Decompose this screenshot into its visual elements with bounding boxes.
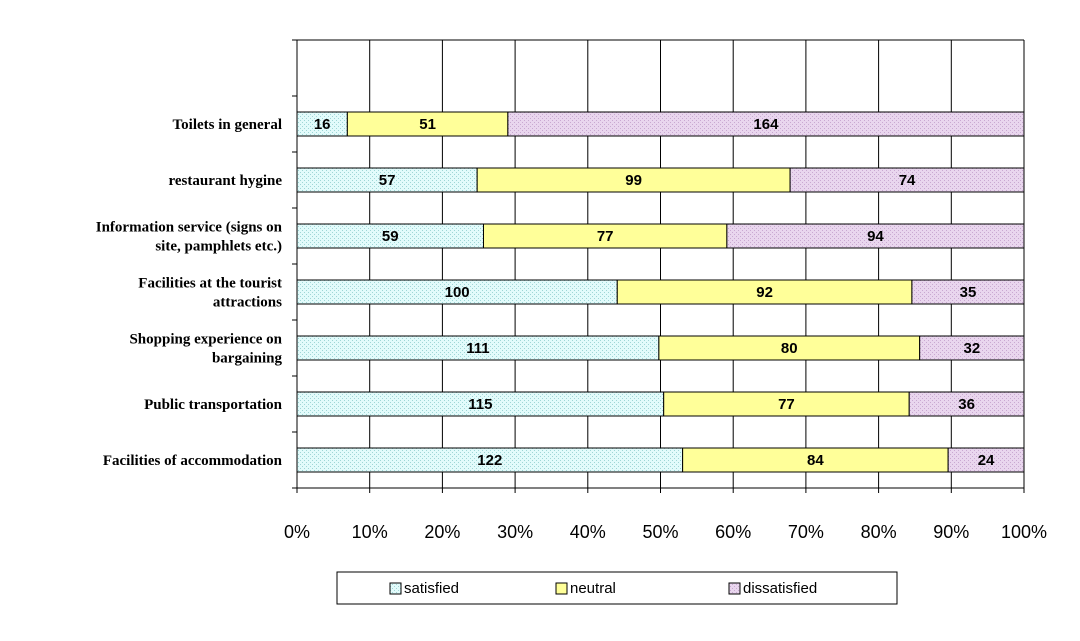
bar-segment (507, 111, 1025, 137)
category-label: bargaining (212, 351, 283, 367)
bar-segment (663, 391, 910, 417)
x-tick-label: 60% (715, 522, 751, 542)
data-label: 94 (867, 228, 884, 245)
gridlines (296, 39, 1025, 488)
x-tick-label: 80% (861, 522, 897, 542)
axes (292, 39, 1025, 493)
data-label: 77 (778, 396, 795, 413)
bar-segment (947, 447, 1025, 473)
category-label: Shopping experience on (129, 332, 282, 348)
bar-segment (476, 167, 791, 193)
bar-segment (919, 335, 1025, 361)
bar-segment (616, 279, 913, 305)
bar-segment (908, 391, 1025, 417)
x-tick-label: 70% (788, 522, 824, 542)
labels: 16 51 164 Toilets in general 57 99 74 restauran… (96, 116, 1047, 542)
data-label: 100 (445, 284, 470, 301)
x-tick-label: 20% (424, 522, 460, 542)
category-label: attractions (213, 295, 282, 311)
bar-segment (789, 167, 1025, 193)
bar-segment (346, 111, 509, 137)
legend-swatch (728, 582, 741, 595)
category-label: Facilities of accommodation (103, 453, 283, 469)
data-label: 77 (597, 228, 614, 245)
data-label: 111 (466, 340, 489, 357)
category-label: Public transportation (144, 397, 283, 413)
bar-segment (296, 167, 478, 193)
bar-segment (911, 279, 1025, 305)
legend-swatch (389, 582, 402, 595)
x-tick-label: 10% (352, 522, 388, 542)
legend-box (336, 571, 898, 605)
data-label: 32 (963, 340, 980, 357)
bar-segment (658, 335, 921, 361)
x-tick-label: 50% (642, 522, 678, 542)
data-label: 36 (958, 396, 975, 413)
bar-segment (296, 111, 348, 137)
data-label: 74 (899, 172, 916, 189)
legend: satisfied neutral dissatisfied (336, 571, 898, 605)
bars (296, 111, 1025, 473)
x-tick-label: 90% (933, 522, 969, 542)
bar-segment (682, 447, 949, 473)
data-label: 59 (382, 228, 399, 245)
legend-swatch (555, 582, 568, 595)
data-label: 122 (477, 452, 502, 469)
data-label: 16 (314, 116, 331, 133)
x-tick-label: 100% (1001, 522, 1047, 542)
data-label: 80 (781, 340, 798, 357)
legend-label: neutral (570, 580, 616, 597)
data-label: 164 (753, 116, 779, 133)
data-label: 35 (960, 284, 977, 301)
legend-label: satisfied (404, 580, 459, 597)
category-label: Information service (signs on (96, 220, 283, 236)
category-label: Toilets in general (173, 117, 282, 133)
data-label: 57 (379, 172, 396, 189)
bar-segment (296, 335, 660, 361)
category-label: restaurant hygine (169, 173, 283, 189)
bar-segment (296, 279, 618, 305)
data-label: 99 (625, 172, 642, 189)
data-label: 84 (807, 452, 824, 469)
data-label: 24 (978, 452, 995, 469)
bar-segment (726, 223, 1025, 249)
data-label: 51 (419, 116, 436, 133)
category-label: site, pamphlets etc.) (155, 239, 282, 255)
category-label: Facilities at the tourist (138, 276, 282, 292)
bar-segment (296, 391, 665, 417)
data-label: 115 (468, 396, 492, 413)
legend-label: dissatisfied (743, 580, 817, 597)
x-tick-label: 30% (497, 522, 533, 542)
x-tick-label: 0% (284, 522, 310, 542)
data-label: 92 (756, 284, 773, 301)
x-tick-label: 40% (570, 522, 606, 542)
